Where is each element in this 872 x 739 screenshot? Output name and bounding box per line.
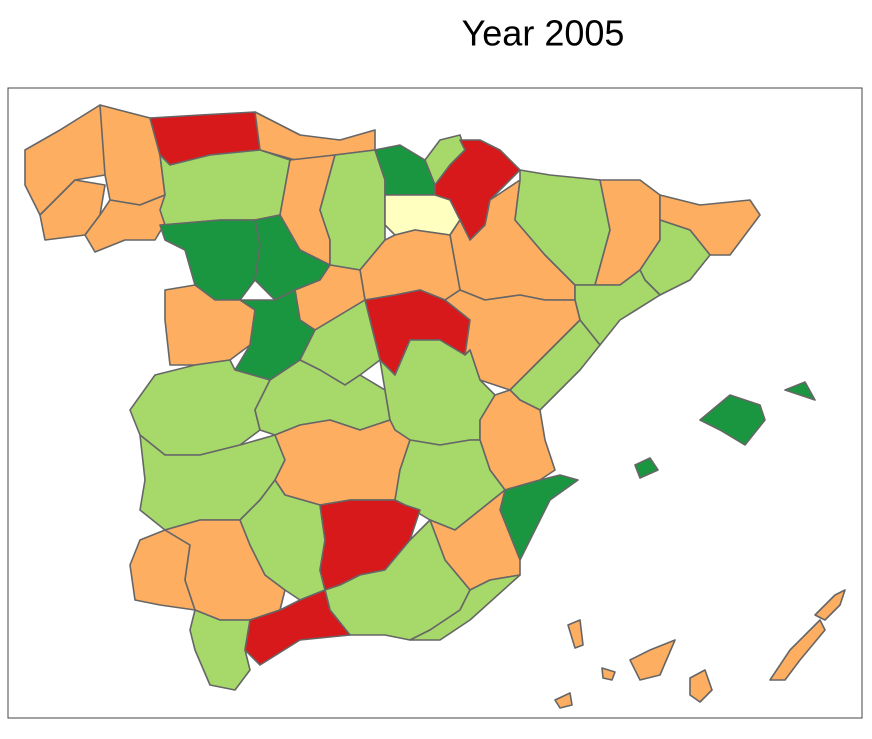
- map-frame: [7, 87, 863, 719]
- map-title: Year 2005: [462, 13, 625, 54]
- island: [784, 381, 816, 401]
- island: [814, 589, 846, 621]
- island: [769, 619, 826, 681]
- island: [689, 669, 713, 703]
- province: [129, 359, 271, 456]
- provinces: [24, 104, 846, 709]
- island: [554, 692, 573, 709]
- province: [574, 269, 661, 346]
- island: [629, 639, 676, 681]
- province: [189, 609, 251, 691]
- province: [479, 389, 556, 491]
- province: [409, 574, 521, 641]
- island: [567, 619, 584, 649]
- province: [384, 194, 461, 236]
- island: [699, 394, 766, 446]
- island: [634, 457, 659, 479]
- island: [601, 667, 616, 681]
- province: [274, 419, 411, 506]
- province: [244, 589, 351, 666]
